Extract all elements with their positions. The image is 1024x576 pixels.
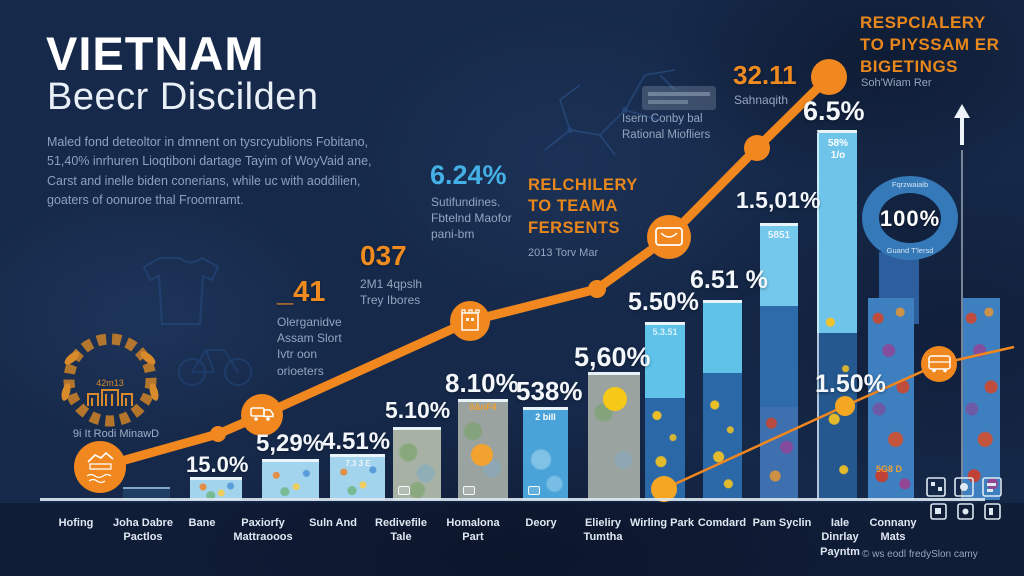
bar-inner-text: 5G8 D <box>875 464 902 474</box>
stat-3211-desc: Sahnaqith <box>734 93 789 107</box>
axis-label: Comdard <box>697 517 747 529</box>
gear-doodles <box>703 391 742 500</box>
tshirt-outline-icon <box>142 256 220 325</box>
axis-label: Elieliry Tumtha <box>583 517 623 544</box>
stat-624-desc: Sutifundines. Fbtelnd Maofor pani-bm <box>431 195 512 242</box>
bar-label: 5,60% <box>574 342 651 372</box>
axis-label: Pam Syclin <box>752 517 812 529</box>
laurel-wreath-icon: 42m13 <box>61 333 159 427</box>
gear-doodles <box>645 403 685 500</box>
floral-doodles <box>760 404 798 500</box>
gear-doodles <box>819 298 857 500</box>
callout-relchilery: RELCHILERY TO TEAMA FERSENTS <box>528 176 638 237</box>
stat-minus41-value: _41 <box>277 276 326 308</box>
axis-baseline <box>40 498 985 501</box>
bar-comdard <box>760 223 798 500</box>
stat-minus41-desc: Olerganidve Assam Slort Ivtr oon orioete… <box>277 315 342 378</box>
bar-elieliry <box>645 322 685 500</box>
bar-inner-text: 5.3.51 <box>652 327 678 337</box>
bar-pam-syclin <box>817 130 857 500</box>
stat-150-value: 1.50% <box>815 370 886 398</box>
axis-label: Homalona Part <box>446 517 500 544</box>
bar-label: 5.10% <box>385 397 451 423</box>
emblem-caption: 9i It Rodi MinawD <box>72 428 160 440</box>
intro-paragraph: Maled fond deteoltor in dmnent on tysrcy… <box>47 135 372 208</box>
app-grid-icons <box>926 477 1002 520</box>
bar-label: 1.5,01% <box>736 187 821 213</box>
guarantee-badge: Fqrzwaiaib 100% Guand T'lersd <box>862 176 958 260</box>
up-arrow-icon <box>954 104 970 145</box>
temple-buildings-icon <box>87 389 133 406</box>
bar-redivefile <box>458 399 508 500</box>
bar-connany <box>963 298 1000 500</box>
bus-icon <box>921 346 957 382</box>
blurred-label-icon <box>642 86 716 110</box>
bicycle-outline-icon <box>178 349 252 386</box>
axis-label: Wirling Park <box>629 517 695 529</box>
bar-inner-text: 2 bill <box>535 412 556 422</box>
bar-inner-text: 58% 1/o <box>827 138 848 161</box>
bar-label: 15.0% <box>186 452 249 477</box>
photo-icon <box>398 486 410 495</box>
badge-top-text: Fqrzwaiaib <box>891 180 929 189</box>
bar-label: 6.5% <box>803 96 865 126</box>
bar-hofing <box>123 487 170 500</box>
page-title: VIETNAM <box>46 27 265 80</box>
footer-credit: © ws eodl fredySlon camy <box>862 549 978 560</box>
stat-624-value: 6.24% <box>430 160 507 190</box>
photo-icon <box>528 486 540 495</box>
screen-smile-icon <box>647 215 691 259</box>
photo-icon <box>463 486 475 495</box>
bar-label: 8.10% <box>445 368 519 398</box>
landmark-doodle-icon <box>74 441 126 493</box>
right-axis-line <box>961 150 963 498</box>
callout-respcialery: RESPCIALERY TO PIYSSAM ER BIGETINGS <box>860 13 1000 77</box>
bar-label: 4.51% <box>322 428 391 455</box>
badge-value: 100% <box>879 206 941 231</box>
axis-label: Joha Dabre Pactlos <box>113 517 173 544</box>
axis-label: Deory <box>525 517 557 529</box>
note-isern: Isern Conby bal Rational Miofliers <box>622 113 711 141</box>
trend-end-dot <box>811 59 847 95</box>
bar-wirling <box>703 300 742 500</box>
axis-label: Redivefile Tale <box>375 517 427 544</box>
bar-bane <box>262 459 319 500</box>
stat-3211-value: 32.11 <box>733 60 797 90</box>
bar-deory <box>588 372 640 500</box>
trend-dot <box>744 135 770 161</box>
bar-label: 538% <box>516 376 583 406</box>
callout-relchilery-sub: 2013 Torv Mar <box>528 247 599 259</box>
bar-inner-text: 0&nF4 <box>469 402 497 412</box>
trend-dot <box>588 280 606 298</box>
axis-label: Connany Mats <box>869 517 917 544</box>
bar-inner-text: 7.3 3 E <box>345 459 371 468</box>
bar-inner-text: 5851 <box>767 230 791 241</box>
stat-037-desc: 2M1 4qpslh Trey Ibores <box>360 277 423 308</box>
axis-band <box>0 503 1024 576</box>
stat-037-value: 037 <box>360 240 407 271</box>
axis-label: Hofing <box>58 517 94 529</box>
axis-label: Iale Dinrlay Payntm <box>820 517 860 558</box>
bar-suln-and <box>393 427 441 500</box>
bar-joha-dabre <box>190 477 242 500</box>
bar-label: 5.50% <box>628 288 699 316</box>
axis-label: Suln And <box>309 517 357 529</box>
orange-ball-icon <box>471 444 493 466</box>
axis-label: Paxiorfy Mattraooos <box>233 517 293 544</box>
bar-label: 6.51 % <box>690 266 768 294</box>
yellow-ball-icon <box>603 387 627 411</box>
bar-label: 5,29% <box>256 430 325 457</box>
castle-icon <box>450 301 490 341</box>
callout-respcialery-sub: Soh'Wiam Rer <box>861 77 932 89</box>
page-subtitle: Beecr Discilden <box>47 76 319 118</box>
emblem-center-text: 42m13 <box>96 378 124 388</box>
trend-dot <box>210 426 226 442</box>
badge-bottom-text: Guand T'lersd <box>886 246 934 255</box>
axis-label: Bane <box>188 517 216 529</box>
